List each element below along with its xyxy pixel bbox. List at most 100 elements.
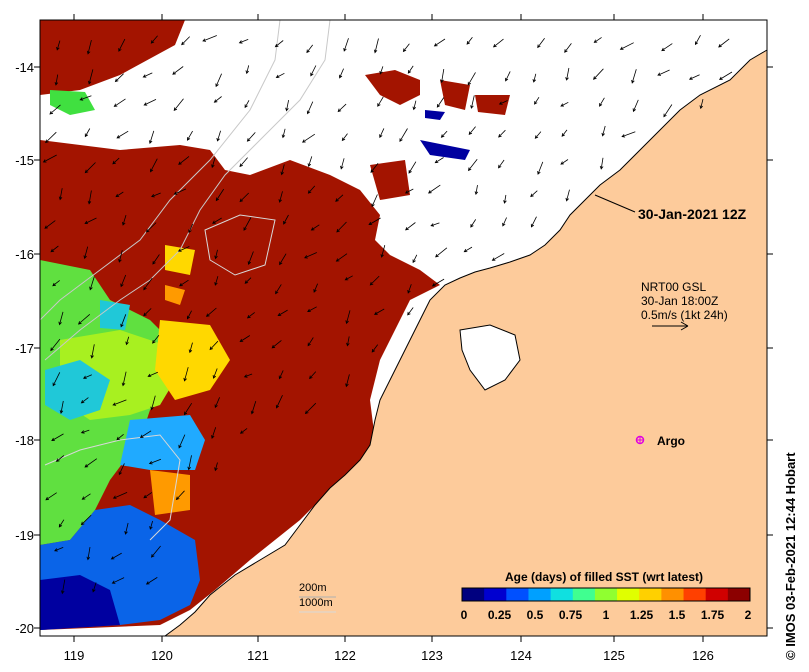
current-arrow: [111, 577, 125, 584]
current-arrow: [498, 159, 505, 169]
current-source-label: NRT00 GSL: [641, 280, 706, 294]
current-arrow: [280, 164, 285, 176]
current-arrow: [505, 71, 511, 82]
current-arrow: [371, 344, 379, 353]
current-arrow: [534, 131, 542, 139]
current-arrow: [80, 429, 90, 434]
current-arrow: [530, 216, 537, 228]
current-arrow: [61, 579, 66, 595]
current-arrow: [313, 283, 318, 293]
current-arrow: [373, 38, 379, 54]
current-arrow: [79, 95, 92, 101]
current-arrow: [428, 184, 441, 194]
current-arrow: [345, 374, 350, 388]
current-arrow: [120, 314, 127, 328]
current-arrow: [498, 129, 506, 138]
credit-label: © IMOS 03-Feb-2021 12:44 Hobart: [783, 400, 803, 660]
current-arrow: [336, 221, 347, 233]
current-arrow: [149, 520, 153, 530]
current-arrow: [695, 35, 701, 46]
current-arrow: [467, 72, 476, 86]
current-arrow: [368, 217, 381, 226]
current-arrow: [335, 253, 348, 262]
current-arrow: [173, 98, 184, 112]
current-arrow: [463, 246, 473, 253]
current-arrow: [503, 194, 507, 204]
current-arrow: [84, 128, 91, 138]
current-arrow: [112, 157, 120, 165]
current-arrow: [215, 73, 222, 88]
current-arrow: [530, 190, 538, 198]
current-arrow: [412, 100, 417, 111]
current-arrow: [561, 129, 568, 137]
current-arrow: [285, 100, 289, 112]
current-arrow: [560, 101, 569, 107]
current-arrow: [436, 97, 445, 108]
current-arrow: [661, 43, 673, 52]
colorbar-swatch: [705, 588, 729, 601]
current-arrow: [534, 96, 540, 105]
current-arrow: [121, 371, 127, 387]
current-arrow: [188, 342, 193, 354]
x-tick-label: 124: [510, 648, 532, 663]
current-arrow: [379, 66, 384, 75]
current-arrow: [112, 399, 127, 406]
y-tick-label: -17: [15, 341, 34, 356]
current-arrow: [599, 97, 605, 107]
current-arrow: [172, 66, 184, 75]
current-arrow: [187, 455, 192, 471]
copyright-symbol: ©: [783, 650, 798, 660]
colorbar-swatch: [484, 588, 507, 601]
current-arrow: [407, 307, 414, 316]
x-tick-label: 119: [64, 648, 85, 663]
colorbar-swatch: [550, 588, 574, 601]
current-arrow: [246, 132, 256, 142]
current-arrow: [77, 313, 91, 325]
current-arrow: [44, 220, 56, 229]
current-scale-label: 0.5m/s (1kt 24h): [641, 308, 728, 322]
coastline-detail: [164, 49, 768, 637]
current-arrow: [304, 252, 317, 259]
sst-yellow-region: [155, 245, 230, 400]
colorbar: 0 0.25 0.5 0.75 1 1.25 1.5 1.75 2: [461, 587, 752, 622]
current-arrow: [369, 275, 380, 286]
current-arrow: [116, 130, 129, 139]
colorbar-swatch: [639, 588, 662, 601]
current-arrow: [283, 214, 289, 225]
current-arrow: [175, 490, 185, 501]
current-arrow: [491, 253, 505, 261]
current-arrow: [402, 43, 410, 53]
current-arrow: [112, 492, 128, 499]
current-arrow: [345, 310, 351, 325]
colorbar-tick-label: 0.75: [559, 608, 583, 622]
current-arrow: [593, 37, 602, 43]
current-arrow: [86, 547, 91, 561]
current-arrow: [45, 131, 57, 144]
current-arrow: [49, 104, 61, 115]
colorbar-tick-label: 1: [603, 608, 610, 622]
current-arrow: [58, 188, 63, 201]
current-arrow: [277, 309, 288, 317]
current-arrow: [215, 188, 225, 202]
current-arrow: [58, 311, 64, 326]
current-arrow: [337, 103, 347, 113]
colorbar-swatch: [683, 588, 707, 601]
contour-shelf-loop: [44, 214, 276, 541]
current-time-label: 30-Jan 18:00Z: [641, 294, 718, 308]
current-arrow: [370, 162, 379, 173]
current-arrow: [407, 65, 414, 74]
current-arrow: [405, 222, 416, 231]
current-arrow: [565, 67, 570, 81]
current-arrow: [124, 522, 129, 535]
current-arrow: [150, 395, 156, 411]
current-arrow: [179, 279, 189, 287]
current-arrow: [239, 157, 248, 168]
current-arrow: [307, 185, 316, 194]
current-arrow: [404, 188, 414, 194]
current-arrow: [84, 162, 96, 174]
current-arrow: [116, 433, 124, 441]
sst-green-north: [50, 90, 95, 115]
current-arrow: [371, 194, 378, 208]
current-arrow: [87, 190, 92, 205]
current-arrow: [498, 100, 508, 105]
